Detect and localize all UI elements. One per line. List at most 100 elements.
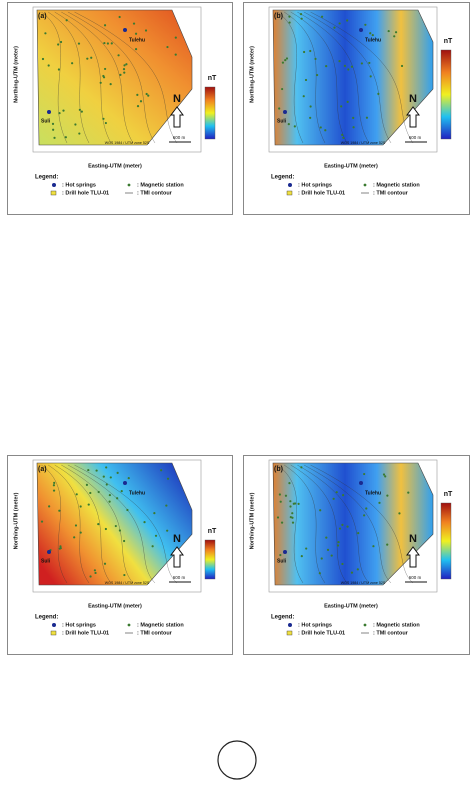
legend-item: : Magnetic station <box>137 622 184 628</box>
legend-symbol <box>288 623 292 627</box>
magnetic-station <box>302 95 305 98</box>
colorbar <box>440 49 452 140</box>
magnetic-station <box>333 26 336 29</box>
magnetic-station <box>78 132 81 135</box>
magnetic-station <box>109 476 112 479</box>
place-label: Tulehu <box>129 37 145 43</box>
scale-bar-label: 600 m <box>173 135 186 140</box>
colorbar-unit: nT <box>444 38 453 45</box>
contour-line <box>47 11 90 144</box>
magnetic-station <box>136 93 139 96</box>
magnetic-station <box>145 92 148 96</box>
magnetic-station <box>78 108 81 111</box>
magnetic-station <box>118 15 121 19</box>
legend-title: Legend: <box>271 615 294 621</box>
magnetic-station <box>151 545 154 548</box>
legend-item: : TMI contour <box>137 630 173 636</box>
magnetic-station <box>104 67 107 71</box>
magnetic-station <box>352 116 355 119</box>
magnetic-station <box>304 78 308 82</box>
contour-line <box>310 11 414 144</box>
colorbar <box>204 539 216 580</box>
magnetic-station <box>325 65 328 68</box>
magnetic-station <box>119 73 122 77</box>
magnetic-station <box>105 483 108 486</box>
contour-line <box>290 11 348 144</box>
x-axis-title: Easting-UTM (meter) <box>88 603 142 609</box>
magnetic-station <box>147 94 150 97</box>
magnetic-station <box>74 524 78 527</box>
magnetic-station <box>74 123 77 126</box>
magnetic-station <box>384 475 387 478</box>
scale-bar-label: 600 m <box>409 575 422 580</box>
magnetic-station <box>166 45 169 49</box>
north-label: N <box>173 93 181 105</box>
legend-item: : Drill hole TLU-01 <box>298 630 345 636</box>
magnetic-station <box>284 59 287 62</box>
magnetic-station <box>116 471 119 474</box>
magnetic-station <box>289 516 292 519</box>
magnetic-station <box>289 505 292 508</box>
y-axis-title: Northing-UTM (meter) <box>13 46 19 103</box>
magnetic-station <box>134 32 138 35</box>
legend-item: : TMI contour <box>373 630 409 636</box>
place-label: Tulehu <box>365 37 381 43</box>
page-number-circle <box>217 740 257 780</box>
scale-bar-label: 600 m <box>173 575 186 580</box>
colorbar <box>440 502 452 580</box>
magnetic-station <box>125 63 128 66</box>
magnetic-station <box>89 491 92 495</box>
magnetic-station <box>324 129 327 132</box>
magnetic-station <box>300 466 303 469</box>
magnetic-station <box>394 31 398 34</box>
legend-item: : Hot springs <box>62 182 96 188</box>
magnetic-station <box>51 122 55 125</box>
north-label: N <box>409 533 417 545</box>
magnetic-station <box>97 523 100 526</box>
magnetic-station <box>281 61 285 64</box>
magnetic-station <box>85 483 89 486</box>
magnetic-station <box>80 110 83 113</box>
magnetic-station <box>123 71 126 74</box>
magnetic-station <box>73 536 76 539</box>
magnetic-station <box>58 509 61 512</box>
magnetic-map <box>36 462 193 586</box>
crs-label: WGS 1984 / UTM zone 52S <box>341 141 386 145</box>
legend-symbol <box>363 183 367 187</box>
x-axis-title: Easting-UTM (meter) <box>324 603 378 609</box>
magnetic-station <box>52 489 56 492</box>
magnetic-station <box>291 521 295 524</box>
magnetic-station <box>114 524 117 528</box>
magnetic-station <box>110 42 113 45</box>
magnetic-station <box>77 42 81 45</box>
magnetic-station <box>398 512 401 515</box>
crs-label: WGS 1984 / UTM zone 52S <box>341 581 386 585</box>
magnetic-station <box>117 54 120 57</box>
hot-spring <box>359 28 363 32</box>
colorbar <box>204 86 216 140</box>
magnetic-station <box>87 468 90 472</box>
magnetic-station <box>326 548 330 551</box>
figure-panel: (a) Tulehu Suli N 600 m WGS 1984 / UTM zone 5… <box>7 455 233 655</box>
north-arrow <box>406 106 420 128</box>
magnetic-station <box>363 472 366 476</box>
magnetic-station <box>154 534 158 537</box>
magnetic-station <box>59 40 63 44</box>
magnetic-station <box>309 105 312 108</box>
legend-symbol <box>286 630 293 636</box>
magnetic-station <box>360 62 363 65</box>
magnetic-station <box>350 65 354 68</box>
magnetic-station <box>400 64 404 68</box>
crs-label: WGS 1984 / UTM zone 52S <box>105 581 150 585</box>
magnetic-station <box>288 21 291 24</box>
magnetic-station <box>342 136 345 139</box>
magnetic-station <box>44 32 47 35</box>
hot-spring <box>47 110 51 114</box>
map-label: (a) <box>38 466 47 473</box>
magnetic-station <box>165 504 168 507</box>
magnetic-station <box>346 525 349 528</box>
contour-line <box>74 464 178 584</box>
legend-title: Legend: <box>35 175 58 181</box>
legend-item: : Hot springs <box>298 182 332 188</box>
magnetic-station <box>341 133 344 136</box>
